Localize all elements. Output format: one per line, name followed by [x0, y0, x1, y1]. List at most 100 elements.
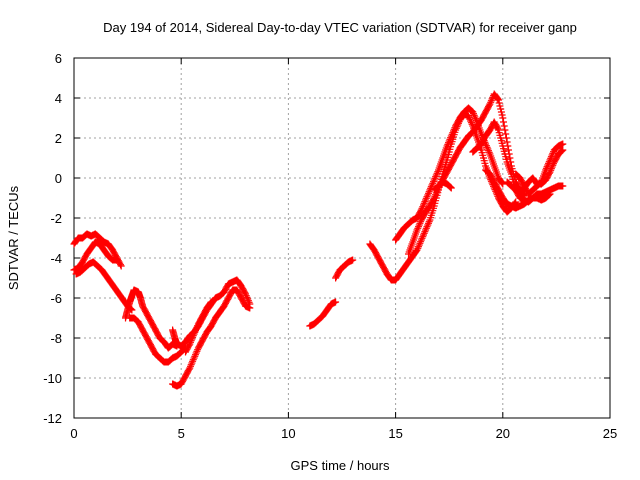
data-point: [189, 356, 197, 364]
data-point: [190, 330, 198, 338]
data-point: [559, 140, 567, 148]
data-point: [349, 256, 357, 264]
data-point: [425, 189, 432, 197]
data-point: [186, 364, 194, 372]
data-point: [495, 99, 503, 107]
x-tick-label: 25: [603, 426, 617, 441]
data-point: [500, 122, 508, 130]
data-point: [447, 184, 455, 192]
data-point: [432, 191, 440, 199]
y-tick-label: 6: [55, 51, 62, 66]
data-point: [447, 183, 455, 191]
data-point: [547, 153, 555, 161]
data-point: [428, 181, 436, 189]
data-point: [449, 129, 457, 137]
data-point: [501, 126, 509, 134]
data-point: [495, 96, 502, 104]
data-point: [416, 239, 424, 247]
data-point: [549, 149, 557, 157]
data-point: [470, 111, 478, 119]
data-point: [542, 164, 550, 172]
x-tick-label: 5: [178, 426, 185, 441]
data-point: [185, 341, 193, 349]
data-point: [545, 169, 553, 177]
data-point: [188, 359, 196, 367]
data-point: [241, 289, 249, 297]
data-point: [419, 233, 427, 241]
data-point: [482, 142, 490, 150]
data-point: [447, 134, 455, 142]
data-point: [420, 201, 427, 209]
data-point: [465, 114, 473, 122]
y-tick-label: 0: [55, 171, 62, 186]
x-tick-label: 15: [388, 426, 402, 441]
data-point: [512, 198, 520, 206]
data-point: [415, 241, 423, 249]
data-point: [191, 352, 199, 360]
y-tick-label: -6: [50, 291, 62, 306]
data-point: [466, 115, 474, 123]
data-point: [485, 147, 492, 155]
data-point: [193, 347, 201, 355]
data-point: [413, 246, 421, 254]
data-point: [448, 130, 456, 138]
data-point: [207, 298, 215, 306]
data-point: [416, 219, 424, 227]
data-point: [503, 138, 511, 146]
data-point: [485, 101, 493, 109]
data-point: [192, 327, 199, 335]
data-point: [548, 151, 556, 159]
data-point: [113, 256, 121, 264]
axis-ticks: 0 5 10 15 20 25 -12 -10 -8 -6 -4 -2 0 2 4 6: [43, 51, 617, 441]
data-point: [187, 337, 195, 345]
data-point: [425, 218, 433, 226]
data-point: [420, 231, 427, 239]
data-point: [470, 110, 477, 118]
data-point: [472, 115, 480, 123]
data-point: [498, 111, 506, 119]
data-point: [423, 193, 431, 201]
data-point: [499, 114, 507, 122]
data-point: [332, 298, 340, 306]
data-point: [421, 228, 429, 236]
y-tick-label: -2: [50, 211, 62, 226]
data-point: [445, 139, 452, 147]
data-point: [546, 156, 554, 164]
data-point: [559, 146, 567, 154]
y-tick-label: -4: [50, 251, 62, 266]
x-tick-label: 0: [70, 426, 77, 441]
data-point: [485, 148, 493, 156]
data-point: [465, 112, 472, 120]
data-point: [546, 190, 554, 198]
data-point: [194, 346, 202, 354]
data-point: [415, 243, 422, 251]
data-point: [467, 119, 475, 127]
data-point: [545, 159, 552, 167]
data-point: [450, 127, 457, 135]
data-point: [117, 262, 125, 270]
data-point: [547, 154, 555, 162]
data-point: [207, 299, 214, 307]
data-point: [187, 338, 194, 346]
data-point: [187, 361, 195, 369]
data-point: [506, 154, 514, 162]
y-tick-label: -10: [43, 371, 62, 386]
x-axis-label: GPS time / hours: [291, 458, 390, 473]
data-point: [422, 226, 430, 234]
data-point: [487, 97, 495, 105]
y-axis-label: SDTVAR / TECUs: [6, 185, 21, 290]
data-point: [191, 328, 199, 336]
data-point: [497, 105, 505, 113]
data-point: [423, 223, 431, 231]
data-point: [193, 323, 201, 331]
data-point: [424, 191, 432, 199]
y-tick-label: 2: [55, 131, 62, 146]
data-point: [420, 199, 428, 207]
data-point: [414, 244, 422, 252]
data-point: [417, 236, 425, 244]
data-point: [484, 145, 492, 153]
data-point: [450, 125, 458, 133]
data-point: [415, 223, 422, 231]
data-point: [425, 219, 432, 227]
